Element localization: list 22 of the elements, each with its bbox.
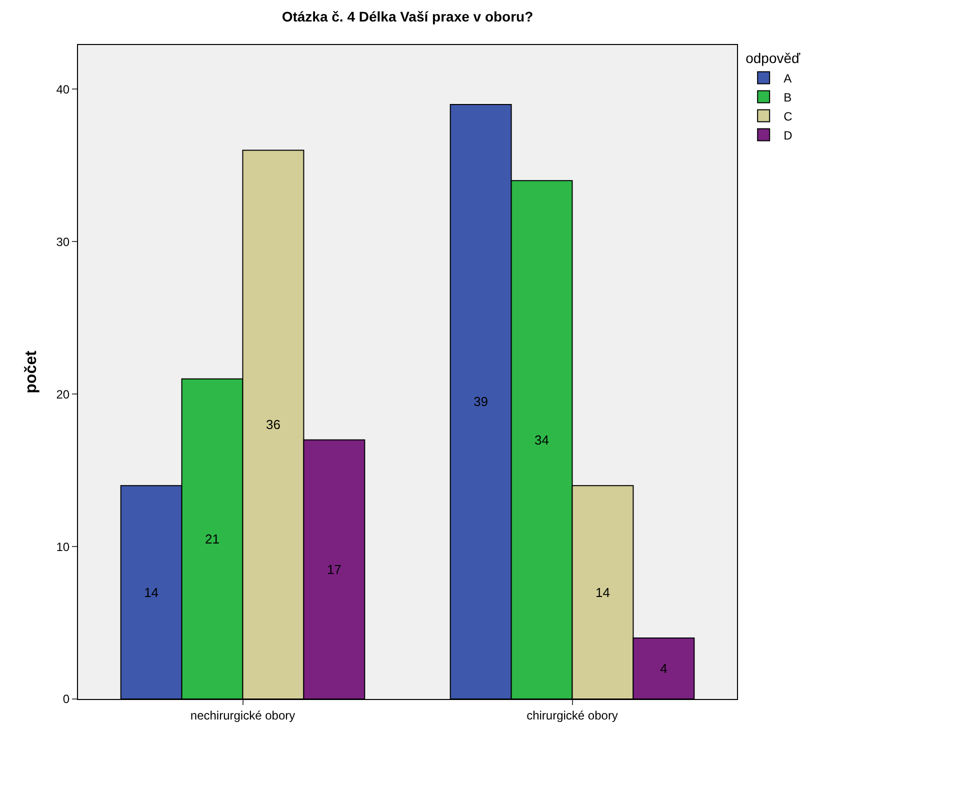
y-tick-label: 10	[56, 540, 70, 554]
y-tick-label: 40	[56, 82, 70, 96]
legend-label: B	[784, 90, 792, 104]
data-label: 14	[595, 584, 610, 600]
chart-title: Otázka č. 4 Délka Vaší praxe v oboru?	[282, 8, 534, 25]
data-label: 36	[266, 417, 280, 432]
data-label: 4	[660, 661, 668, 676]
y-axis-title: počet	[23, 350, 40, 394]
legend-label: A	[784, 71, 792, 86]
legend-label: C	[784, 109, 793, 124]
legend-title: odpověď	[746, 50, 801, 66]
x-tick-label: chirurgické obory	[526, 708, 618, 722]
y-tick-label: 0	[62, 692, 70, 706]
y-tick-label: 20	[56, 387, 70, 402]
data-label: 14	[144, 584, 159, 600]
y-tick-label: 30	[56, 234, 70, 249]
data-label: 21	[205, 531, 220, 546]
x-tick-label: nechirurgické obory	[190, 708, 296, 722]
data-label: 17	[326, 562, 342, 577]
legend-label: D	[784, 128, 793, 142]
data-label: 39	[474, 394, 488, 410]
data-label: 34	[534, 432, 550, 448]
